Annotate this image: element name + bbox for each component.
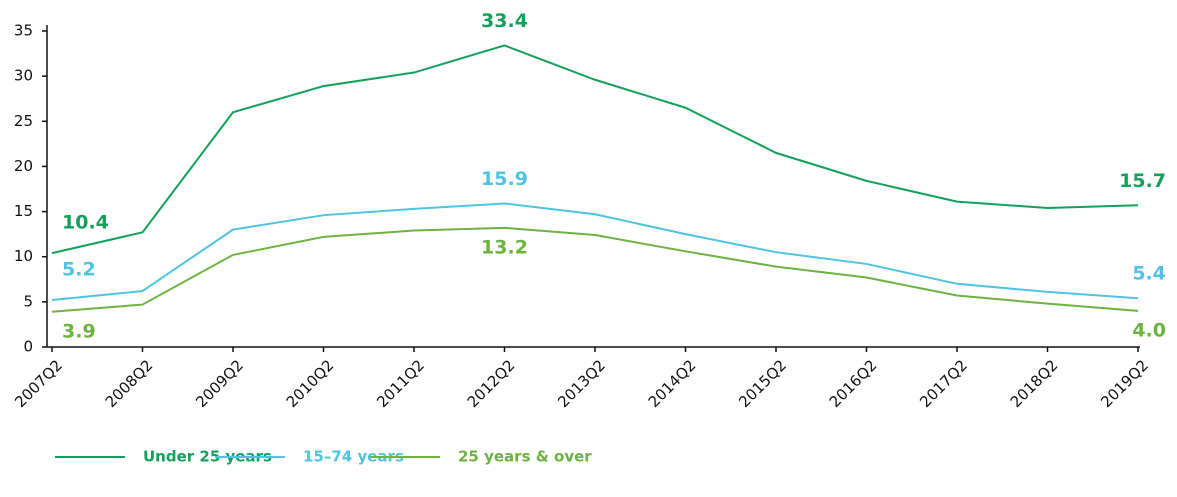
x-tick-label: 2014Q2 bbox=[645, 356, 700, 411]
x-tick-label: 2007Q2 bbox=[11, 356, 66, 411]
x-tick-label: 2018Q2 bbox=[1007, 356, 1062, 411]
y-tick-label: 5 bbox=[23, 292, 33, 310]
value-label: 4.0 bbox=[1132, 319, 1166, 341]
value-label: 15.7 bbox=[1119, 170, 1166, 192]
value-label: 13.2 bbox=[481, 236, 528, 258]
y-tick-label: 0 bbox=[23, 338, 33, 356]
x-tick-label: 2009Q2 bbox=[192, 356, 247, 411]
x-tick-label: 2017Q2 bbox=[916, 356, 971, 411]
x-tick-label: 2015Q2 bbox=[735, 356, 790, 411]
value-label: 33.4 bbox=[481, 10, 528, 32]
y-tick-label: 25 bbox=[14, 112, 33, 130]
x-tick-label: 2019Q2 bbox=[1097, 356, 1152, 411]
x-tick-label: 2011Q2 bbox=[373, 356, 428, 411]
x-tick-label: 2008Q2 bbox=[102, 356, 157, 411]
value-label: 5.2 bbox=[62, 259, 96, 281]
y-tick-label: 30 bbox=[14, 67, 33, 85]
x-tick-label: 2016Q2 bbox=[826, 356, 881, 411]
y-tick-label: 15 bbox=[14, 202, 33, 220]
series-line bbox=[51, 202, 1139, 302]
series-line bbox=[51, 44, 1139, 255]
legend-label: 15–74 years bbox=[303, 448, 404, 466]
value-label: 15.9 bbox=[481, 168, 528, 190]
y-tick-label: 10 bbox=[14, 247, 33, 265]
x-tick-label: 2013Q2 bbox=[554, 356, 609, 411]
value-label: 5.4 bbox=[1132, 263, 1166, 285]
value-label: 10.4 bbox=[62, 212, 109, 234]
series-line bbox=[51, 226, 1139, 313]
y-tick-label: 20 bbox=[14, 157, 33, 175]
value-label: 3.9 bbox=[62, 320, 96, 342]
y-tick-label: 35 bbox=[14, 22, 33, 40]
legend-label: 25 years & over bbox=[458, 448, 592, 466]
x-tick-label: 2012Q2 bbox=[464, 356, 519, 411]
legend-label: Under 25 years bbox=[143, 448, 272, 466]
x-tick-label: 2010Q2 bbox=[283, 356, 338, 411]
